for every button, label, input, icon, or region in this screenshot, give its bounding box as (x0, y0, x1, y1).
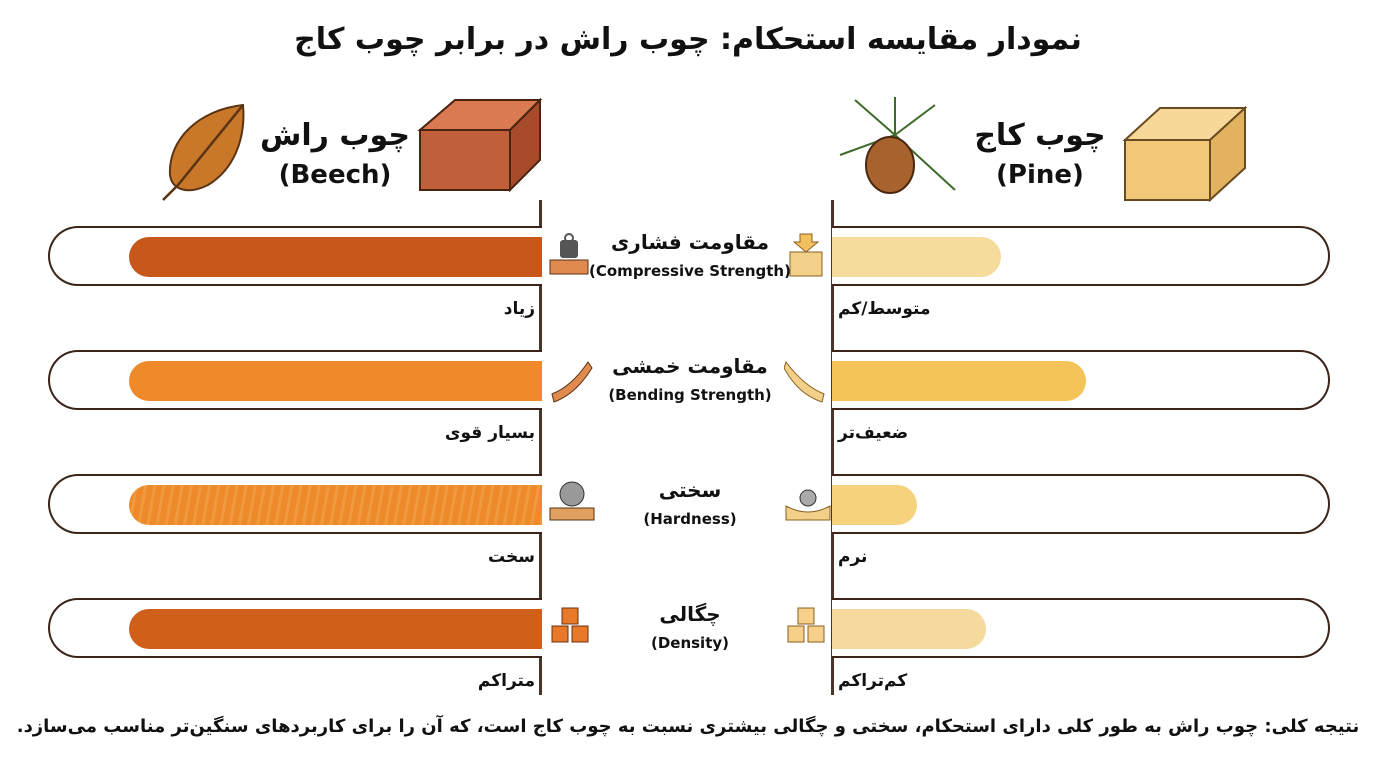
beech-track (48, 474, 542, 534)
arrow-on-block-icon (789, 233, 823, 277)
beech-level-label: متراکم (477, 671, 535, 691)
beech-track (48, 350, 542, 410)
beech-name: چوب راش (260, 118, 410, 153)
category-label: مقاومت فشاری (610, 230, 770, 254)
pine-name: چوب کاج (974, 118, 1106, 153)
pine-bar (832, 485, 917, 525)
category-label: چگالی (659, 602, 721, 626)
pine-level-label: نرم (838, 547, 868, 567)
beech-bar (128, 361, 542, 401)
category-label: مقاومت خمشی (612, 354, 768, 378)
beech-level-label: سخت (488, 547, 535, 567)
beech-bar (128, 609, 542, 649)
ball-dent-wood-icon (785, 489, 831, 521)
chart-title: نمودار مقایسه استحکام: چوب راش در برابر … (294, 22, 1082, 57)
beech-level-label: بسیار قوی (444, 423, 535, 443)
bending-plank-icon (551, 361, 593, 403)
category-sublabel: (Compressive Strength) (589, 262, 791, 280)
category-label: سختی (658, 478, 722, 502)
ball-on-wood-icon (549, 481, 595, 521)
right-divider (831, 200, 834, 695)
bending-plank-icon (784, 360, 825, 403)
left-divider (539, 200, 542, 695)
beech-level-label: زیاد (503, 299, 535, 319)
beech-track (48, 226, 542, 286)
pine-level-label: متوسط/کم (838, 299, 931, 319)
light-cubes-icon (787, 607, 825, 643)
beech-subname: (Beech) (278, 160, 392, 190)
weight-on-plank-icon (549, 233, 589, 275)
pine-bar (832, 237, 1002, 277)
category-sublabel: (Density) (650, 634, 730, 652)
beech-wood-block-icon (417, 97, 543, 193)
beech-track (48, 598, 542, 658)
pine-bar (832, 361, 1086, 401)
dense-cubes-icon (551, 607, 589, 643)
pine-wood-block-icon (1122, 105, 1248, 203)
pine-level-label: ضعیف‌تر (838, 423, 909, 443)
pine-subname: (Pine) (996, 160, 1084, 190)
pine-track (832, 226, 1330, 286)
conclusion-text: نتیجه کلی: چوب راش به طور کلی دارای استح… (16, 716, 1360, 737)
beech-bar (128, 485, 542, 525)
pine-track (832, 350, 1330, 410)
pine-cone-icon (839, 97, 956, 194)
pine-track (832, 598, 1330, 658)
pine-level-label: کم‌تراکم (838, 671, 908, 691)
beech-bar (128, 237, 542, 277)
category-sublabel: (Hardness) (643, 510, 737, 528)
pine-track (832, 474, 1330, 534)
beech-leaf-icon (162, 103, 245, 201)
category-sublabel: (Bending Strength) (608, 386, 772, 404)
pine-bar (832, 609, 987, 649)
